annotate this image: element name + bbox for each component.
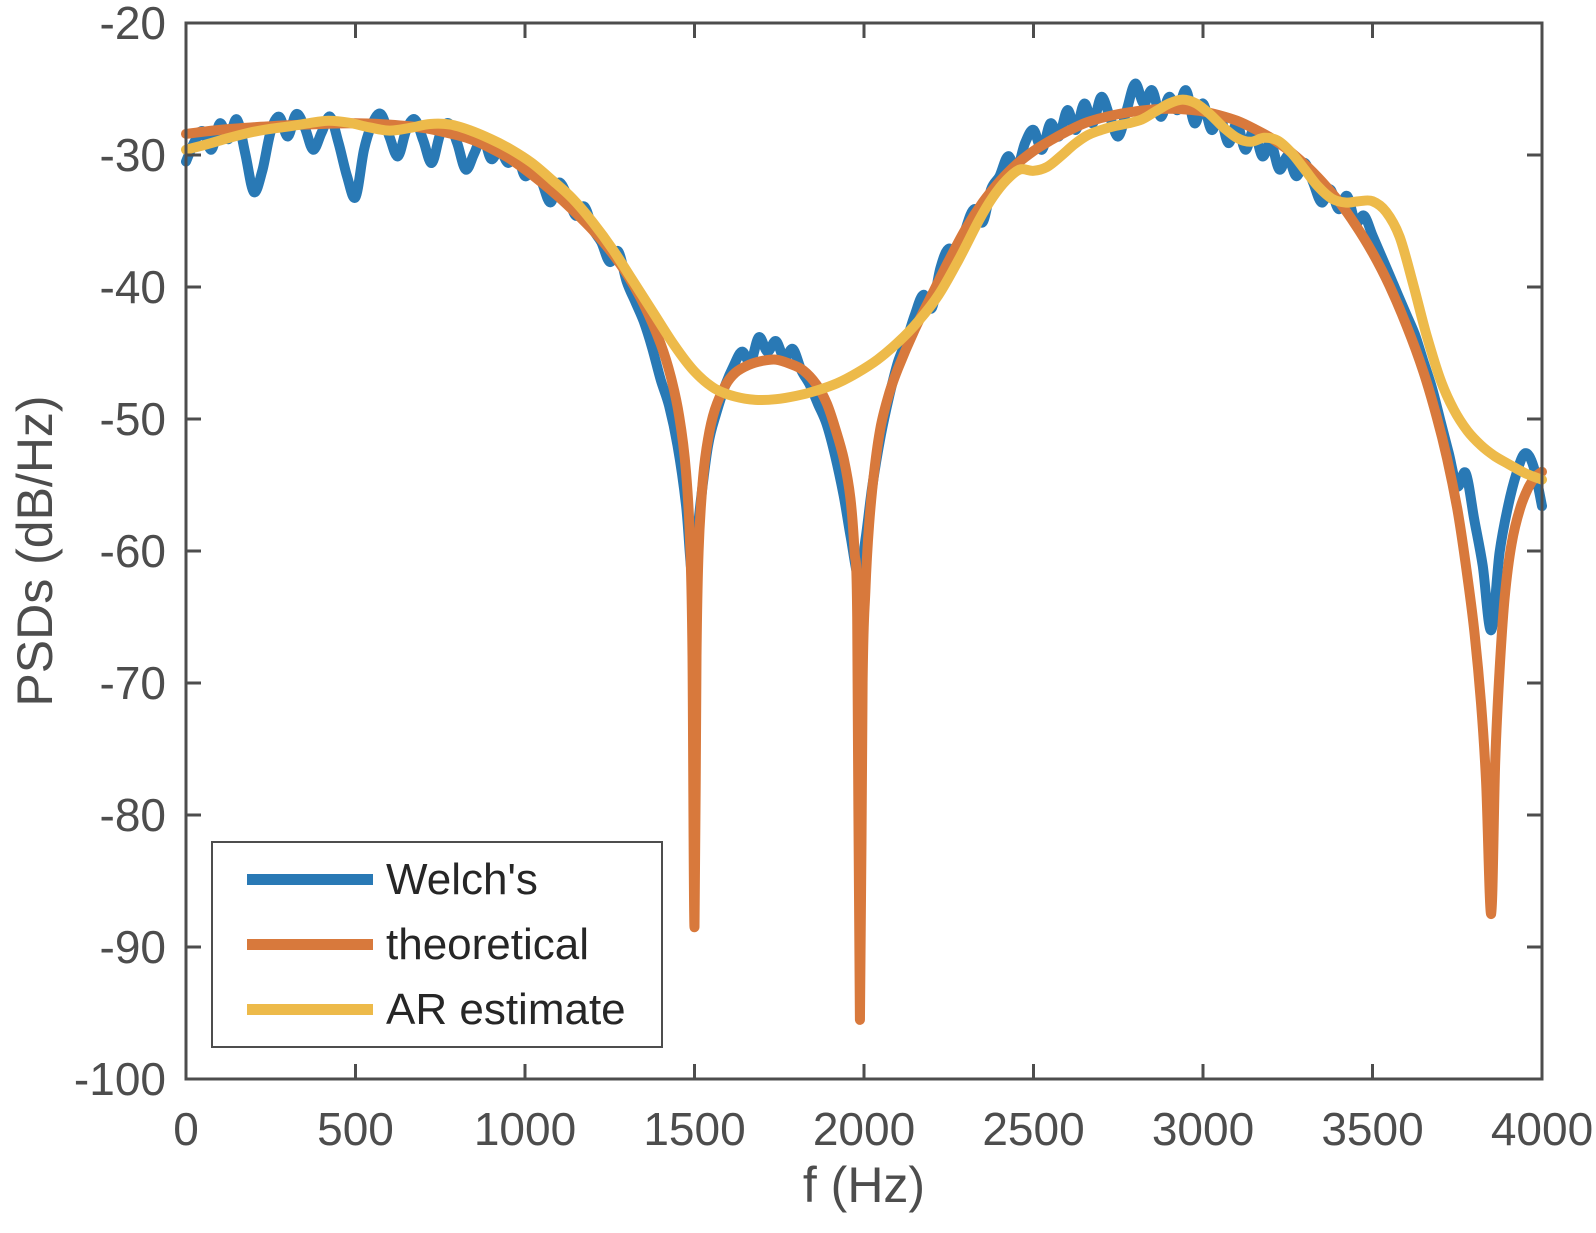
y-axis-label: PSDs (dB/Hz) <box>7 395 63 706</box>
legend-item: Welch's <box>213 847 661 912</box>
y-tick-label: -100 <box>74 1053 166 1105</box>
x-tick-label: 4000 <box>1491 1103 1593 1155</box>
y-tick-label: -30 <box>100 129 166 181</box>
x-tick-label: 500 <box>317 1103 394 1155</box>
x-tick-label: 2000 <box>813 1103 915 1155</box>
legend-swatch-ar-estimate <box>247 1004 373 1015</box>
legend: Welch's theoretical AR estimate <box>211 841 663 1048</box>
legend-item: AR estimate <box>213 977 661 1042</box>
legend-item-label: Welch's <box>386 854 538 904</box>
legend-item-label: AR estimate <box>386 984 626 1034</box>
y-tick-label: -70 <box>100 657 166 709</box>
x-tick-label: 1500 <box>643 1103 745 1155</box>
y-tick-label: -20 <box>100 0 166 49</box>
y-tick-label: -80 <box>100 789 166 841</box>
x-tick-label: 3500 <box>1321 1103 1423 1155</box>
x-tick-label: 1000 <box>474 1103 576 1155</box>
y-tick-label: -50 <box>100 393 166 445</box>
x-axis-label: f (Hz) <box>803 1157 925 1213</box>
y-tick-label: -90 <box>100 921 166 973</box>
series-ar-estimate-line <box>181 94 1547 485</box>
y-tick-label: -40 <box>100 261 166 313</box>
legend-item-label: theoretical <box>386 919 590 969</box>
x-tick-label: 0 <box>173 1103 199 1155</box>
x-tick-label: 2500 <box>982 1103 1084 1155</box>
legend-swatch-theoretical <box>247 939 373 950</box>
y-tick-label: -60 <box>100 525 166 577</box>
legend-item: theoretical <box>213 912 661 977</box>
plot-area: 0 500 1000 1500 2000 2500 3000 3500 4000 -100 -90 -… <box>74 0 1593 1155</box>
legend-swatch-welch-s <box>247 874 373 885</box>
x-tick-label: 3000 <box>1152 1103 1254 1155</box>
